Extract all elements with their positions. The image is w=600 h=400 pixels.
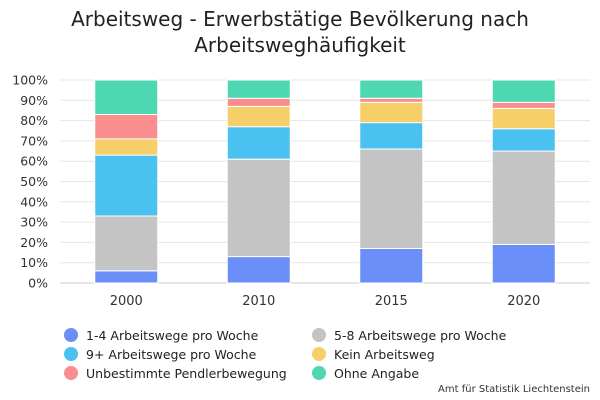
y-tick-label: 70% [20,133,48,148]
x-tick-label: 2020 [507,294,540,309]
bar-segment [491,101,556,109]
legend-item: 5-8 Arbeitswege pro Woche [312,326,506,344]
legend-swatch [312,347,326,361]
bar-segment [226,97,291,107]
bar-segment [226,256,291,284]
legend-swatch [312,366,326,380]
bar-segment [94,138,159,156]
bar-segment [359,79,424,99]
bar-segment [491,243,556,284]
bar-segment [491,150,556,245]
legend-swatch [64,366,78,380]
legend-item: 9+ Arbeitswege pro Woche [64,345,256,363]
legend-label: 5-8 Arbeitswege pro Woche [334,327,507,343]
bar-segment [359,122,424,150]
legend-swatch [64,347,78,361]
y-tick-label: 90% [20,93,48,108]
y-tick-label: 40% [20,194,48,209]
legend-item: Unbestimmte Pendlerbewegung [64,364,287,382]
legend-label: Ohne Angabe [334,365,420,381]
legend-label: Kein Arbeitsweg [334,346,435,362]
chart-title-line-1: Arbeitsweg - Erwerbstätige Bevölkerung n… [71,7,529,31]
bar-segment [94,154,159,217]
y-tick-label: 100% [12,73,48,88]
y-tick-label: 50% [20,174,48,189]
bar-segment [491,107,556,130]
legend-swatch [64,328,78,342]
y-tick-label: 80% [20,113,48,128]
bar-segment [226,79,291,99]
bar-segment [226,158,291,258]
bar-segment [491,128,556,152]
legend-item: Ohne Angabe [312,364,419,382]
bar-segment [94,215,159,272]
source-credit: Amt für Statistik Liechtenstein [438,384,590,395]
legend-label: 9+ Arbeitswege pro Woche [86,346,257,362]
chart-title: Arbeitsweg - Erwerbstätige Bevölkerung n… [30,6,570,58]
legend-label: Unbestimmte Pendlerbewegung [86,365,287,381]
legend-item: Kein Arbeitsweg [312,345,435,363]
stacked-bar-chart: 0% 10% 20% 30% 40% 50% 60% 70% 80% 90% 100% 2000 201… [12,73,590,309]
x-tick-label: 2015 [375,294,408,309]
y-tick-label: 10% [20,255,48,270]
y-tick-label: 60% [20,154,48,169]
bar-segment [359,148,424,249]
bar-segment [226,126,291,160]
bar-segment [94,79,159,116]
x-tick-label: 2010 [242,294,275,309]
chart-legend: 1-4 Arbeitswege pro Woche 5-8 Arbeitswege… [0,326,600,382]
bar-segment [94,114,159,140]
y-tick-label: 20% [20,235,48,250]
bar-segment [359,97,424,103]
y-tick-label: 30% [20,215,48,230]
chart-title-line-2: Arbeitsweghäufigkeit [194,33,406,57]
legend-label: 1-4 Arbeitswege pro Woche [86,327,259,343]
y-tick-label: 0% [28,276,48,291]
bar-segment [491,79,556,103]
x-tick-label: 2000 [110,294,143,309]
bar-segment [94,270,159,284]
legend-swatch [312,328,326,342]
bar-segment [226,105,291,128]
bar-segment [359,101,424,124]
bar-segment [359,247,424,284]
legend-item: 1-4 Arbeitswege pro Woche [64,326,258,344]
